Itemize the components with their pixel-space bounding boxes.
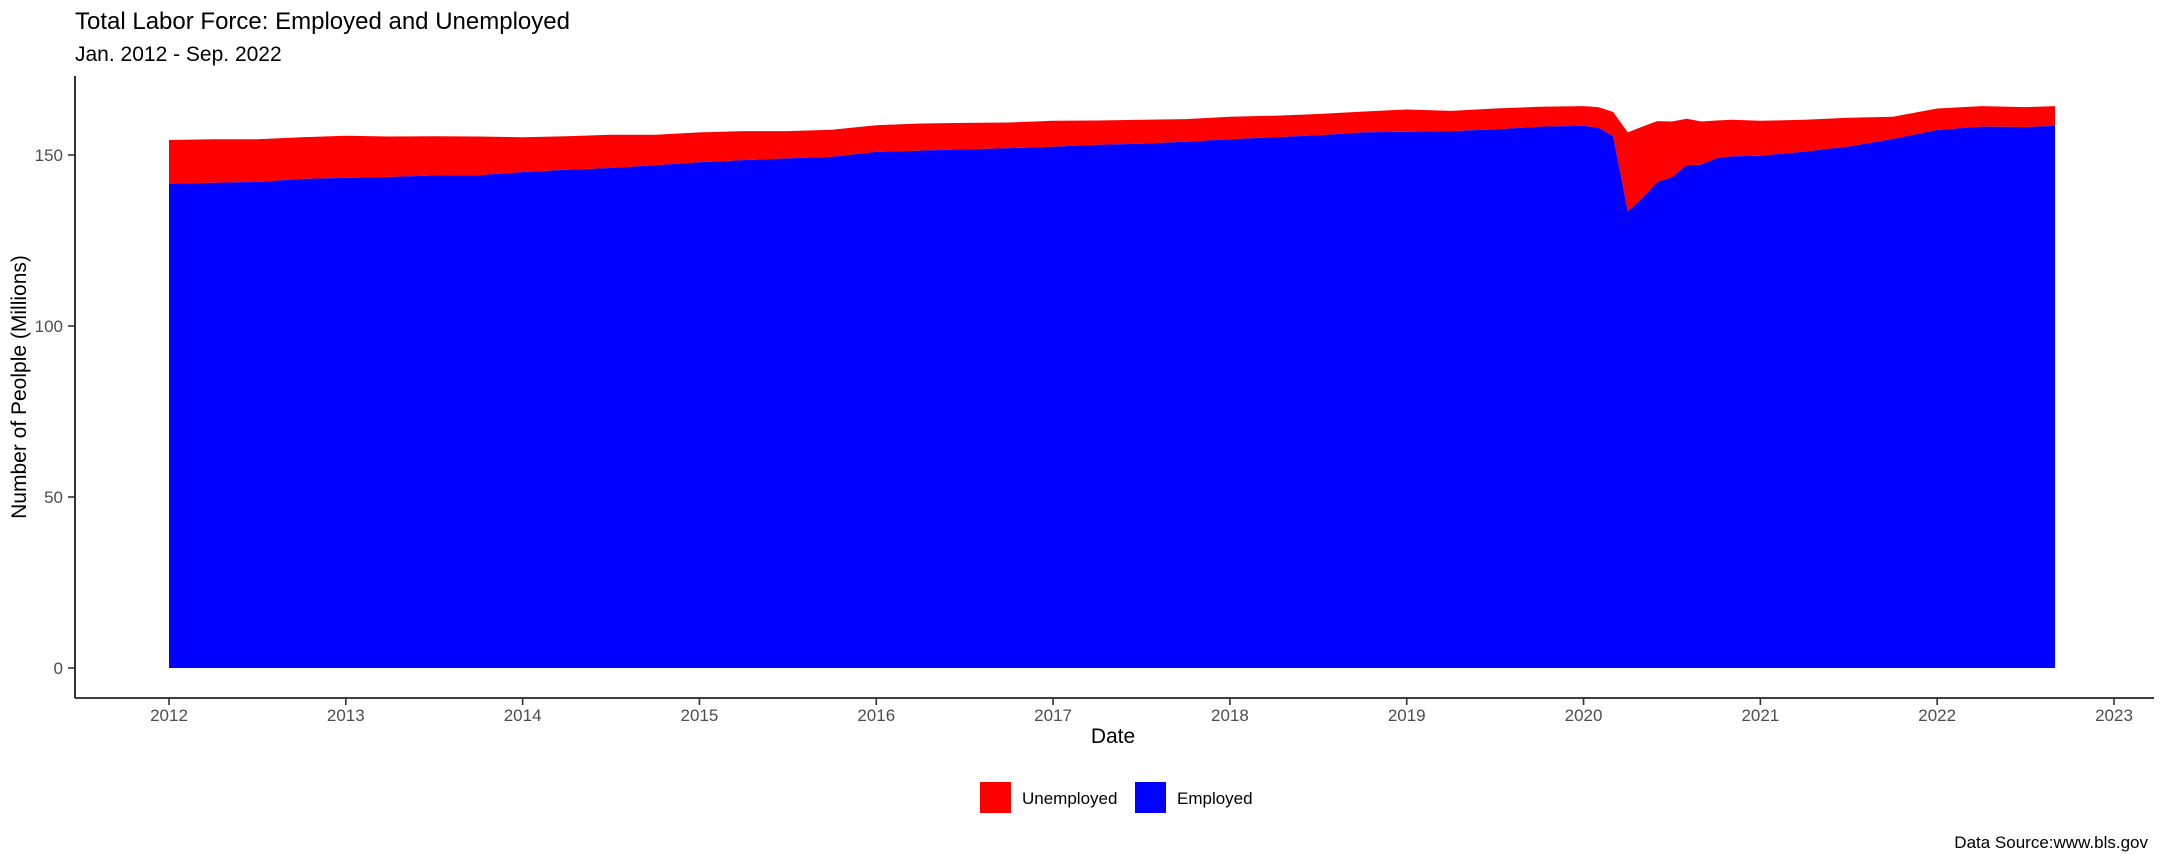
x-tick-label: 2012: [150, 706, 188, 725]
y-tick-label: 100: [35, 317, 63, 336]
legend-swatch-employed: [1135, 782, 1166, 813]
data-source-caption: Data Source:www.bls.gov: [1954, 833, 2148, 852]
legend-label-unemployed: Unemployed: [1022, 789, 1117, 808]
x-tick-label: 2022: [1918, 706, 1956, 725]
y-tick-label: 50: [44, 488, 63, 507]
chart-subtitle: Jan. 2012 - Sep. 2022: [75, 43, 282, 66]
legend-swatch-unemployed: [980, 782, 1011, 813]
y-tick-label: 150: [35, 146, 63, 165]
legend-label-employed: Employed: [1177, 789, 1253, 808]
area-employed: [169, 125, 2056, 668]
x-tick-label: 2020: [1565, 706, 1603, 725]
area-unemployed: [169, 106, 2056, 212]
x-axis-ticks: 2012 2013 2014 2015 2016 2017 2018 2019 2020 2021…: [150, 698, 2133, 725]
y-axis-ticks: 0 50 100 150: [35, 146, 75, 678]
x-tick-label: 2019: [1388, 706, 1426, 725]
x-tick-label: 2023: [2095, 706, 2133, 725]
legend: Unemployed Employed: [980, 782, 1253, 813]
x-tick-label: 2017: [1034, 706, 1072, 725]
y-axis-title: Number of Peolple (Millions): [8, 255, 31, 519]
x-tick-label: 2021: [1741, 706, 1779, 725]
x-tick-label: 2015: [681, 706, 719, 725]
x-tick-label: 2016: [857, 706, 895, 725]
y-tick-label: 0: [54, 659, 63, 678]
x-axis-title: Date: [1091, 725, 1135, 748]
area-layer: [169, 106, 2056, 668]
x-tick-label: 2014: [504, 706, 542, 725]
chart-title: Total Labor Force: Employed and Unemploy…: [75, 8, 570, 35]
x-tick-label: 2018: [1211, 706, 1249, 725]
x-tick-label: 2013: [327, 706, 365, 725]
